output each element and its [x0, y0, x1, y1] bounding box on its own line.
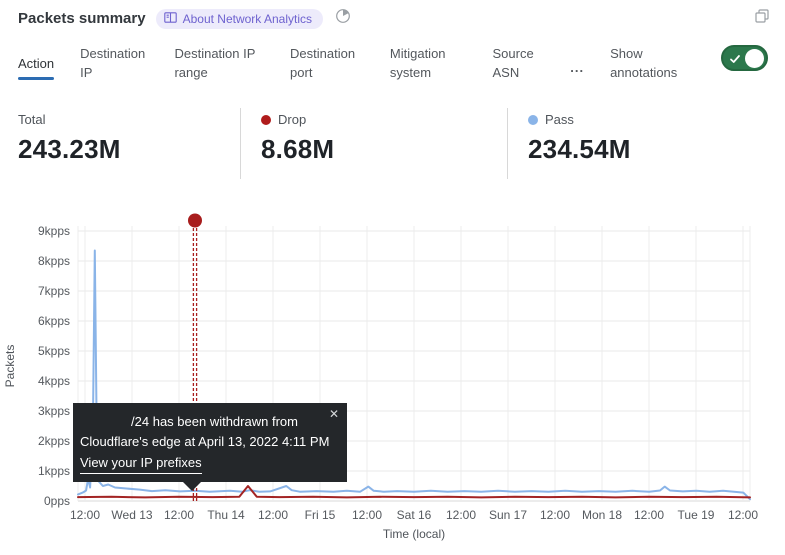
toggle-knob [745, 49, 764, 68]
x-axis-tick-label: 12:00 [352, 508, 382, 522]
panel-header: Packets summary About Network Analytics [18, 8, 351, 29]
pie-chart-icon[interactable] [335, 8, 351, 29]
x-axis-tick-label: Tue 19 [678, 508, 715, 522]
dimension-tabs: Action Destination IP Destination IP ran… [0, 45, 785, 83]
show-annotations-toggle[interactable] [721, 45, 768, 71]
annotation-tooltip: ✕ /24 has been withdrawn from Cloudflare… [73, 403, 347, 492]
stat-total: Total 243.23M [0, 108, 240, 179]
y-axis-tick-label: 7kpps [38, 284, 70, 298]
y-axis-title: Packets [3, 345, 17, 388]
tab-action-label: Action [18, 56, 55, 71]
x-axis-tick-label: Mon 18 [582, 508, 622, 522]
y-axis-tick-label: 8kpps [38, 254, 70, 268]
stat-total-label: Total [18, 112, 46, 127]
stat-pass-label: Pass [545, 112, 574, 127]
close-icon[interactable]: ✕ [328, 407, 339, 421]
tooltip-caret [182, 481, 202, 492]
drop-legend-dot [261, 114, 271, 125]
x-axis-tick-label: Thu 14 [207, 508, 245, 522]
y-axis-tick-label: 0pps [44, 494, 70, 508]
x-axis-tick-label: Fri 15 [305, 508, 336, 522]
x-axis-tick-label: 12:00 [634, 508, 664, 522]
x-axis-tick-label: 12:00 [728, 508, 758, 522]
tab-destination-ip[interactable]: Destination IP [80, 46, 146, 80]
check-icon [729, 52, 741, 71]
page-title: Packets summary [18, 10, 146, 27]
y-axis-tick-label: 6kpps [38, 314, 70, 328]
summary-stats: Total 243.23M Drop 8.68M Pass 234.54M [0, 108, 785, 179]
annotation-marker-dot[interactable] [187, 213, 202, 228]
badge-label: About Network Analytics [182, 11, 312, 26]
x-axis-tick-label: Sat 16 [397, 508, 432, 522]
y-axis-tick-label: 9kpps [38, 224, 70, 238]
restore-window-icon[interactable] [755, 9, 769, 28]
stat-drop-value: 8.68M [261, 134, 335, 164]
tooltip-text-line1: /24 has been withdrawn from [131, 414, 298, 429]
y-axis-tick-label: 5kpps [38, 344, 70, 358]
stat-pass-value: 234.54M [528, 134, 631, 164]
tab-destination-ip-range[interactable]: Destination IP range [174, 46, 256, 80]
x-axis-tick-label: 12:00 [446, 508, 476, 522]
x-axis-tick-label: 12:00 [70, 508, 100, 522]
chart-canvas: 0pps 1kpps 2kpps 3kpps 4kpps 5kpps 6kpps 7kpps 8… [3, 213, 758, 541]
tab-destination-port[interactable]: Destination port [290, 46, 356, 80]
tab-action[interactable]: Action [18, 55, 55, 80]
view-ip-prefixes-link[interactable]: View your IP prefixes [80, 453, 202, 475]
x-axis-tick-label: 12:00 [258, 508, 288, 522]
x-axis-tick-label: Sun 17 [489, 508, 527, 522]
y-axis-tick-label: 1kpps [38, 464, 70, 478]
show-annotations-label: Show annotations [610, 46, 678, 80]
x-axis-title: Time (local) [383, 527, 445, 541]
more-tabs-ellipsis-icon[interactable]: ... [570, 60, 585, 75]
y-axis-tick-label: 4kpps [38, 374, 70, 388]
pass-legend-dot [528, 114, 538, 125]
tab-source-asn[interactable]: Source ASN [492, 46, 534, 80]
active-tab-underline [18, 76, 55, 80]
stat-total-value: 243.23M [18, 134, 121, 164]
about-network-analytics-badge[interactable]: About Network Analytics [155, 8, 323, 29]
stat-drop: Drop 8.68M [240, 108, 507, 179]
book-icon [163, 11, 177, 26]
packets-time-series-chart[interactable]: 0pps 1kpps 2kpps 3kpps 4kpps 5kpps 6kpps 7kpps 8… [0, 205, 785, 555]
y-axis-tick-label: 2kpps [38, 434, 70, 448]
x-axis-tick-label: Wed 13 [111, 508, 152, 522]
tab-mitigation-system[interactable]: Mitigation system [389, 46, 446, 80]
stat-drop-label: Drop [278, 112, 307, 127]
tooltip-text-line2: Cloudflare's edge at April 13, 2022 4:11… [80, 434, 330, 450]
x-axis-tick-label: 12:00 [164, 508, 194, 522]
y-axis-tick-label: 3kpps [38, 404, 70, 418]
series-line-pass [77, 249, 751, 501]
x-axis-tick-label: 12:00 [540, 508, 570, 522]
stat-pass: Pass 234.54M [507, 108, 767, 179]
series-line-drop [77, 485, 751, 499]
